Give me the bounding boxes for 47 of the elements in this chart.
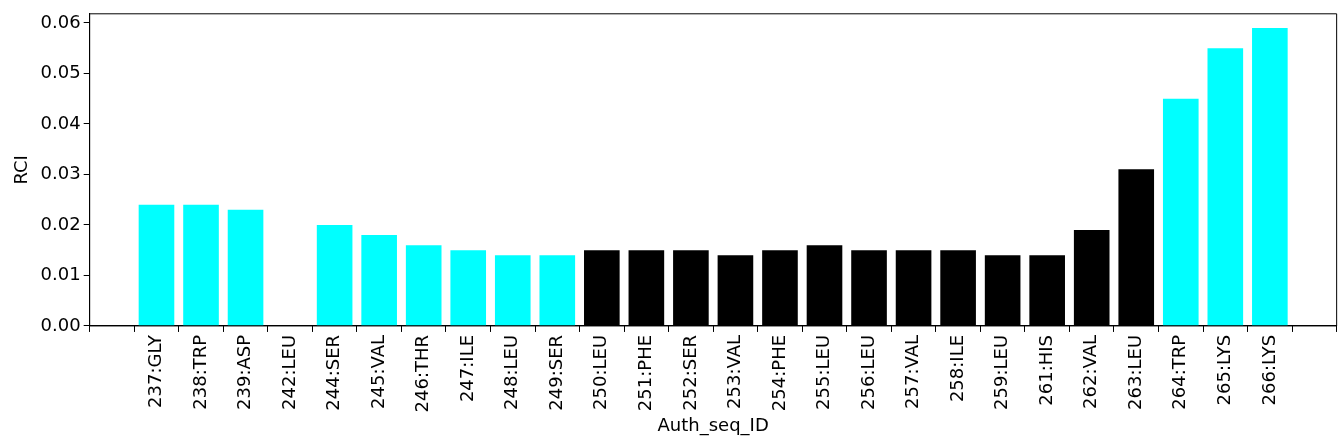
x-tick-label: 257:VAL: [901, 334, 923, 409]
x-tick-label: 249:SER: [544, 334, 566, 411]
bar: [316, 224, 353, 326]
y-tick-label: 0.01: [40, 263, 81, 285]
x-tick-label: 266:LYS: [1257, 334, 1279, 406]
x-tick-label: 256:LEU: [856, 334, 878, 410]
y-tick-label: 0.03: [40, 162, 81, 184]
x-axis-title: Auth_seq_ID: [657, 413, 769, 436]
bar: [539, 255, 576, 326]
x-tick-label: 253:VAL: [723, 334, 745, 409]
x-tick-label: 238:TRP: [188, 334, 210, 410]
bar: [183, 204, 219, 326]
x-tick-label: 242:LEU: [277, 334, 299, 410]
x-tick-label: 262:VAL: [1079, 334, 1101, 409]
bar: [227, 209, 264, 326]
x-tick-label: 239:ASP: [233, 334, 255, 410]
x-tick-label: 250:LEU: [589, 334, 611, 410]
bar: [450, 250, 487, 326]
bar: [405, 245, 442, 326]
x-tick-label: 264:TRP: [1168, 334, 1190, 410]
y-tick-label: 0.06: [40, 10, 81, 32]
bar: [361, 235, 397, 326]
x-tick-label: 265:LYS: [1212, 334, 1234, 406]
x-tick-label: 248:LEU: [500, 334, 522, 410]
x-tick-label: 254:PHE: [767, 334, 789, 412]
x-tick-label: 258:ILE: [945, 334, 967, 403]
x-tick-label: 263:LEU: [1123, 334, 1145, 410]
y-tick-label: 0.00: [40, 313, 81, 335]
x-tick-label: 246:THR: [411, 334, 433, 413]
bar: [1162, 98, 1199, 326]
x-tick-label: 261:HIS: [1034, 334, 1056, 406]
y-tick-label: 0.05: [40, 61, 81, 83]
y-tick-label: 0.02: [40, 212, 81, 234]
y-tick-label: 0.04: [40, 111, 81, 133]
bar: [1252, 27, 1288, 326]
bar: [494, 255, 531, 326]
y-axis-title: RCI: [10, 155, 32, 185]
bar: [1207, 48, 1244, 326]
x-tick-label: 237:GLY: [144, 333, 166, 408]
x-tick-label: 255:LEU: [812, 334, 834, 410]
x-tick-label: 252:SER: [678, 334, 700, 411]
x-tick-label: 245:VAL: [366, 334, 388, 409]
x-tick-label: 251:PHE: [634, 334, 656, 412]
bar: [138, 204, 175, 326]
x-tick-label: 259:LEU: [990, 334, 1012, 410]
x-tick-label: 244:SER: [322, 334, 344, 411]
x-tick-label: 247:ILE: [455, 334, 477, 403]
